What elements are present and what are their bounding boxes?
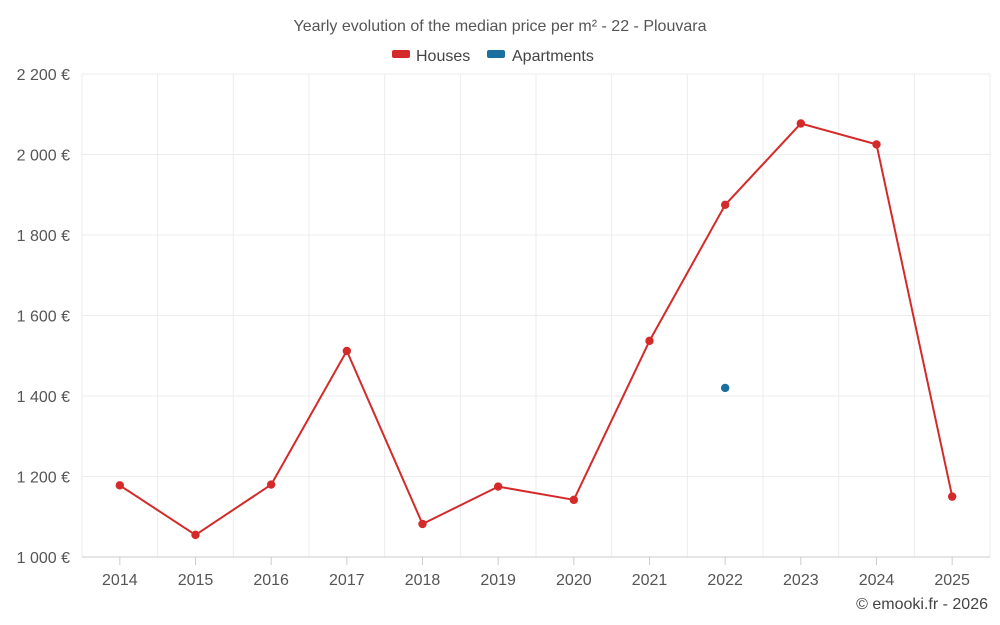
x-tick-label: 2024	[859, 572, 895, 589]
y-tick-label: 1 000 €	[17, 550, 70, 567]
y-tick-label: 1 400 €	[17, 389, 70, 406]
series	[115, 119, 957, 540]
data-point-houses-2022[interactable]	[720, 200, 730, 210]
data-point-houses-2014[interactable]	[115, 481, 125, 490]
data-point-houses-2017[interactable]	[342, 346, 352, 356]
legend-swatch-houses	[392, 50, 410, 58]
x-tick-label: 2017	[329, 572, 365, 589]
x-tick-label: 2021	[632, 572, 668, 589]
y-tick-label: 1 600 €	[17, 309, 70, 326]
data-point-houses-2024[interactable]	[872, 140, 881, 149]
x-tick-label: 2015	[178, 572, 214, 589]
data-point-houses-2023[interactable]	[796, 119, 806, 128]
grid	[81, 73, 991, 557]
y-tick-label: 1 200 €	[17, 470, 70, 487]
legend-label-apartments: Apartments	[512, 48, 594, 65]
y-tick-label: 1 800 €	[17, 228, 70, 245]
data-point-houses-2015[interactable]	[191, 530, 200, 540]
x-axis: 2014 2015 2016 2017 2018 2019 2020 2021 2022 2023…	[82, 556, 990, 589]
legend-label-houses: Houses	[416, 48, 470, 65]
data-point-houses-2019[interactable]	[493, 482, 503, 491]
data-point-houses-2020[interactable]	[569, 495, 579, 505]
data-point-houses-2021[interactable]	[645, 336, 654, 346]
x-tick-label: 2014	[102, 572, 138, 589]
data-point-houses-2018[interactable]	[418, 519, 427, 529]
x-tick-label: 2020	[556, 572, 592, 589]
x-tick-label: 2022	[707, 572, 743, 589]
y-axis: 1 000 € 1 200 € 1 400 € 1 600 € 1 800 € 2 000…	[17, 67, 70, 567]
x-tick-label: 2018	[405, 572, 441, 589]
x-tick-label: 2023	[783, 572, 819, 589]
y-tick-label: 2 000 €	[17, 148, 70, 165]
legend-item-houses[interactable]: Houses	[392, 48, 470, 65]
legend-item-apartments[interactable]: Apartments	[487, 48, 594, 65]
chart-title: Yearly evolution of the median price per…	[294, 18, 707, 35]
credit-text: © emooki.fr - 2026	[856, 596, 988, 613]
x-tick-label: 2019	[480, 572, 516, 589]
legend-swatch-apartments	[487, 50, 505, 58]
data-point-houses-2025[interactable]	[947, 492, 957, 501]
legend: Houses Apartments	[392, 48, 594, 65]
data-point-houses-2016[interactable]	[266, 480, 276, 489]
data-point-apartments-2022[interactable]	[720, 383, 730, 393]
y-tick-label: 2 200 €	[17, 67, 70, 84]
x-tick-label: 2016	[253, 572, 289, 589]
x-tick-label: 2025	[934, 572, 970, 589]
series-line-houses	[119, 122, 954, 536]
